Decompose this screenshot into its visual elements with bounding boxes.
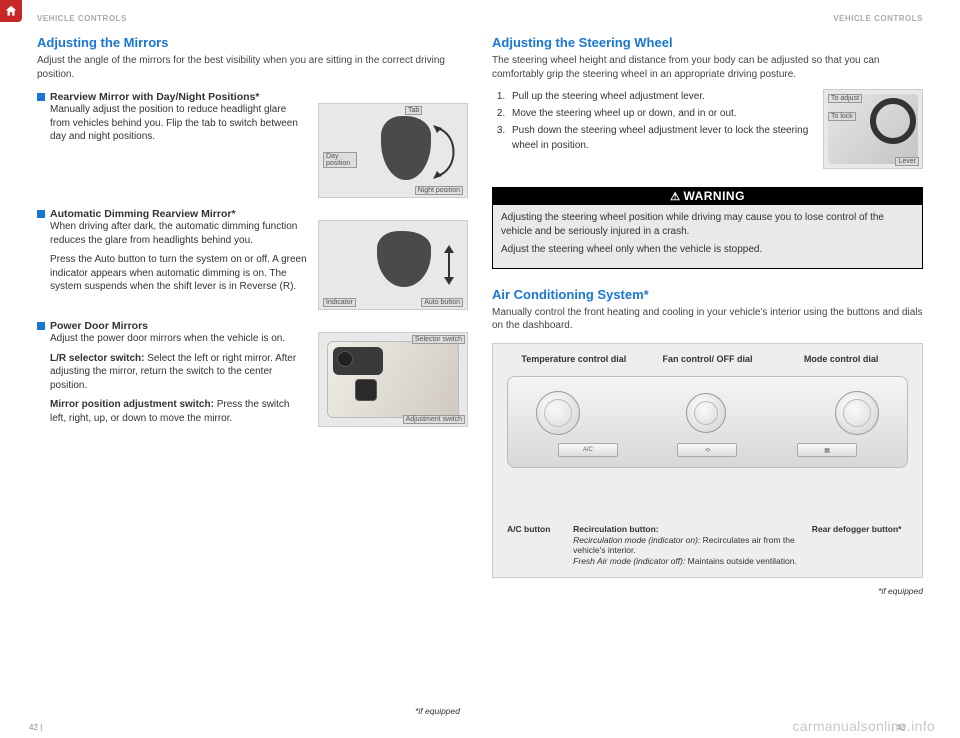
warning-box: ⚠WARNING Adjusting the steering wheel po… [492, 187, 923, 269]
fan-dial-icon [686, 393, 726, 433]
footnote-left: *if equipped [415, 706, 460, 716]
label-selector-switch: Selector switch [412, 335, 465, 344]
bullet-icon [37, 322, 45, 330]
label-auto-button: Auto button [421, 298, 463, 307]
ac-dashboard-drawing: A/C ⟲ ▦ [507, 376, 908, 468]
label-adjustment-switch: Adjustment switch [403, 415, 465, 424]
block-autodim: When driving after dark, the automatic d… [37, 220, 468, 310]
ac-bottom-labels: A/C button Recirculation button: Recircu… [507, 524, 908, 567]
header-right: VEHICLE CONTROLS [492, 10, 923, 23]
header-left: VEHICLE CONTROLS [37, 10, 468, 23]
bullet-icon [37, 210, 45, 218]
recirc-on-label: Recirculation mode (indicator on): [573, 535, 702, 545]
ac-button-icon: A/C [558, 443, 618, 457]
bullet-icon [37, 93, 45, 101]
steering-steps: Pull up the steering wheel adjustment le… [492, 89, 811, 169]
defog-button-icon: ▦ [797, 443, 857, 457]
figure-steering-lever: To adjust To lock Lever [823, 89, 923, 169]
intro-steering: The steering wheel height and distance f… [492, 54, 923, 81]
body-daynight: Manually adjust the position to reduce h… [50, 103, 308, 144]
warning-icon: ⚠ [670, 191, 680, 203]
title-mirrors: Adjusting the Mirrors [37, 35, 468, 50]
label-to-lock: To lock [828, 112, 856, 121]
label-rear-defogger: Rear defogger button* [812, 524, 908, 567]
pos-switch-label: Mirror position adjustment switch: [50, 399, 217, 410]
title-steering: Adjusting the Steering Wheel [492, 35, 923, 50]
sub-title-powerdoor: Power Door Mirrors [50, 320, 148, 332]
label-fan-dial: Fan control/ OFF dial [651, 354, 763, 365]
home-icon [0, 0, 22, 22]
step-2: Move the steering wheel up or down, and … [508, 106, 811, 121]
autodim-p1: When driving after dark, the automatic d… [50, 220, 308, 247]
right-page: VEHICLE CONTROLS Adjusting the Steering … [480, 10, 935, 738]
intro-mirrors: Adjust the angle of the mirrors for the … [37, 54, 468, 81]
figure-door-mirror-switch: Selector switch Adjustment switch [318, 332, 468, 427]
recirc-off-text: Maintains outside ventilation. [688, 556, 797, 566]
sub-daynight: Rearview Mirror with Day/Night Positions… [37, 91, 468, 103]
sub-title-autodim: Automatic Dimming Rearview Mirror* [50, 208, 236, 220]
sub-title-daynight: Rearview Mirror with Day/Night Positions… [50, 91, 259, 103]
recirc-button-icon: ⟲ [677, 443, 737, 457]
title-ac: Air Conditioning System* [492, 287, 923, 302]
label-to-adjust: To adjust [828, 94, 862, 103]
temp-dial-icon [536, 391, 580, 435]
recirc-title: Recirculation button: [573, 524, 798, 535]
sub-autodim: Automatic Dimming Rearview Mirror* [37, 208, 468, 220]
lr-switch-label: L/R selector switch: [50, 353, 147, 364]
step-3: Push down the steering wheel adjustment … [508, 123, 811, 153]
label-day: Day position [323, 152, 357, 168]
sub-powerdoor: Power Door Mirrors [37, 320, 468, 332]
mode-dial-icon [835, 391, 879, 435]
left-page: VEHICLE CONTROLS Adjusting the Mirrors A… [25, 10, 480, 738]
watermark: carmanualsonline.info [793, 718, 936, 734]
steering-steps-row: Pull up the steering wheel adjustment le… [492, 89, 923, 169]
powerdoor-p2: L/R selector switch: Select the left or … [50, 352, 308, 393]
block-daynight: Manually adjust the position to reduce h… [37, 103, 468, 198]
figure-daynight-mirror: Tab Day position Night position [318, 103, 468, 198]
block-powerdoor: Adjust the power door mirrors when the v… [37, 332, 468, 431]
warning-head: ⚠WARNING [492, 187, 923, 205]
powerdoor-p3: Mirror position adjustment switch: Press… [50, 398, 308, 425]
label-temp-dial: Temperature control dial [518, 354, 630, 365]
figure-autodim-mirror: Indicator Auto button [318, 220, 468, 310]
label-indicator: Indicator [323, 298, 356, 307]
autodim-p2: Press the Auto button to turn the system… [50, 253, 308, 294]
warning-p1: Adjusting the steering wheel position wh… [501, 211, 914, 238]
label-ac-button: A/C button [507, 524, 559, 567]
warning-title: WARNING [683, 189, 745, 203]
label-recirc: Recirculation button: Recirculation mode… [573, 524, 798, 567]
footnote-right: *if equipped [492, 586, 923, 596]
recirc-off-label: Fresh Air mode (indicator off): [573, 556, 687, 566]
page-number-42: 42 | [29, 723, 42, 732]
label-mode-dial: Mode control dial [785, 354, 897, 365]
label-night: Night position [415, 186, 463, 195]
warning-p2: Adjust the steering wheel only when the … [501, 243, 914, 257]
powerdoor-p1: Adjust the power door mirrors when the v… [50, 332, 308, 346]
ac-panel-figure: Temperature control dial Fan control/ OF… [492, 343, 923, 578]
label-tab: Tab [405, 106, 422, 115]
warning-body: Adjusting the steering wheel position wh… [492, 205, 923, 269]
ac-top-labels: Temperature control dial Fan control/ OF… [507, 354, 908, 365]
step-1: Pull up the steering wheel adjustment le… [508, 89, 811, 104]
label-lever: Lever [895, 157, 919, 166]
intro-ac: Manually control the front heating and c… [492, 306, 923, 333]
